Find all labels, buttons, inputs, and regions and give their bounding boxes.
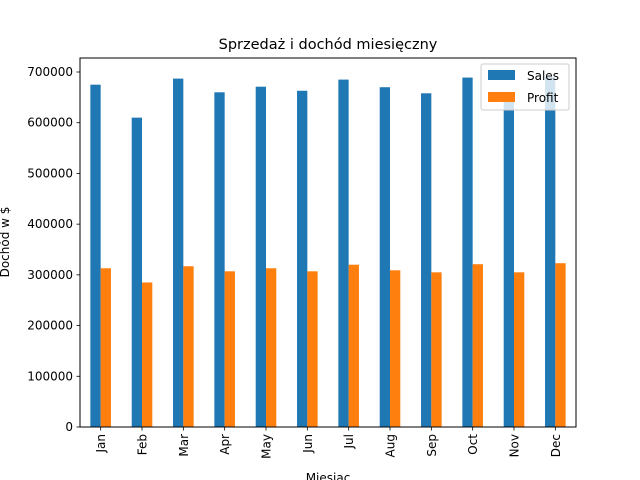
x-tick-label-may: May bbox=[260, 434, 274, 459]
bar-profit-oct bbox=[472, 264, 483, 427]
legend-label-sales: Sales bbox=[527, 69, 559, 83]
bar-profit-nov bbox=[514, 272, 525, 427]
bar-sales-apr bbox=[214, 92, 225, 428]
x-tick-label-nov: Nov bbox=[508, 434, 522, 457]
x-tick-label-jan: Jan bbox=[94, 434, 108, 454]
plot-area bbox=[90, 77, 566, 428]
legend: Sales Profit bbox=[480, 63, 570, 111]
y-axis: 0 100000 200000 300000 400000 500000 600000 700… bbox=[27, 65, 80, 434]
x-tick-label-jun: Jun bbox=[301, 434, 315, 454]
y-tick-label: 100000 bbox=[27, 369, 73, 383]
bar-sales-oct bbox=[462, 77, 473, 427]
bar-sales-mar bbox=[173, 78, 184, 427]
bar-sales-may bbox=[255, 86, 266, 427]
bar-profit-sep bbox=[431, 272, 442, 427]
legend-swatch-sales bbox=[488, 70, 515, 80]
legend-swatch-profit bbox=[488, 92, 515, 102]
bar-profit-jun bbox=[307, 271, 318, 427]
bar-profit-may bbox=[266, 268, 277, 427]
bar-profit-apr bbox=[224, 271, 235, 427]
x-tick-label-aug: Aug bbox=[384, 434, 398, 457]
bar-profit-jul bbox=[348, 264, 359, 427]
x-tick-label-mar: Mar bbox=[177, 434, 191, 457]
bar-sales-jul bbox=[338, 79, 349, 427]
x-axis-label: Miesiąc bbox=[306, 471, 351, 480]
y-axis-label: Dochód w $ bbox=[0, 207, 12, 278]
bar-sales-nov bbox=[503, 94, 514, 428]
y-tick-label: 400000 bbox=[27, 217, 73, 231]
y-tick-label: 300000 bbox=[27, 268, 73, 282]
legend-label-profit: Profit bbox=[527, 91, 559, 105]
bar-profit-aug bbox=[390, 270, 401, 427]
y-tick-label: 200000 bbox=[27, 319, 73, 333]
bar-sales-sep bbox=[421, 93, 432, 428]
bar-sales-aug bbox=[379, 87, 390, 427]
bar-profit-feb bbox=[142, 282, 153, 427]
y-tick-label: 600000 bbox=[27, 116, 73, 130]
y-tick-label: 700000 bbox=[27, 65, 73, 79]
y-tick-label: 500000 bbox=[27, 166, 73, 180]
bar-sales-jun bbox=[297, 90, 308, 427]
x-axis: Jan Feb Mar Apr May Jun Jul Aug Sep Oct Nov Dec bbox=[94, 427, 563, 459]
x-tick-label-sep: Sep bbox=[425, 434, 439, 457]
x-tick-label-dec: Dec bbox=[549, 434, 563, 457]
y-tick-label: 0 bbox=[65, 420, 73, 434]
bar-sales-dec bbox=[545, 77, 556, 428]
chart-title: Sprzedaż i dochód miesięczny bbox=[219, 37, 438, 53]
bar-sales-jan bbox=[90, 84, 101, 427]
x-tick-label-apr: Apr bbox=[218, 434, 232, 455]
bar-profit-jan bbox=[100, 268, 111, 427]
bar-sales-feb bbox=[131, 117, 142, 428]
x-tick-label-jul: Jul bbox=[342, 434, 356, 449]
bar-profit-dec bbox=[555, 263, 566, 427]
x-tick-label-feb: Feb bbox=[136, 434, 150, 455]
bar-profit-mar bbox=[183, 266, 194, 427]
x-tick-label-oct: Oct bbox=[466, 434, 480, 455]
plot-frame bbox=[79, 57, 577, 428]
